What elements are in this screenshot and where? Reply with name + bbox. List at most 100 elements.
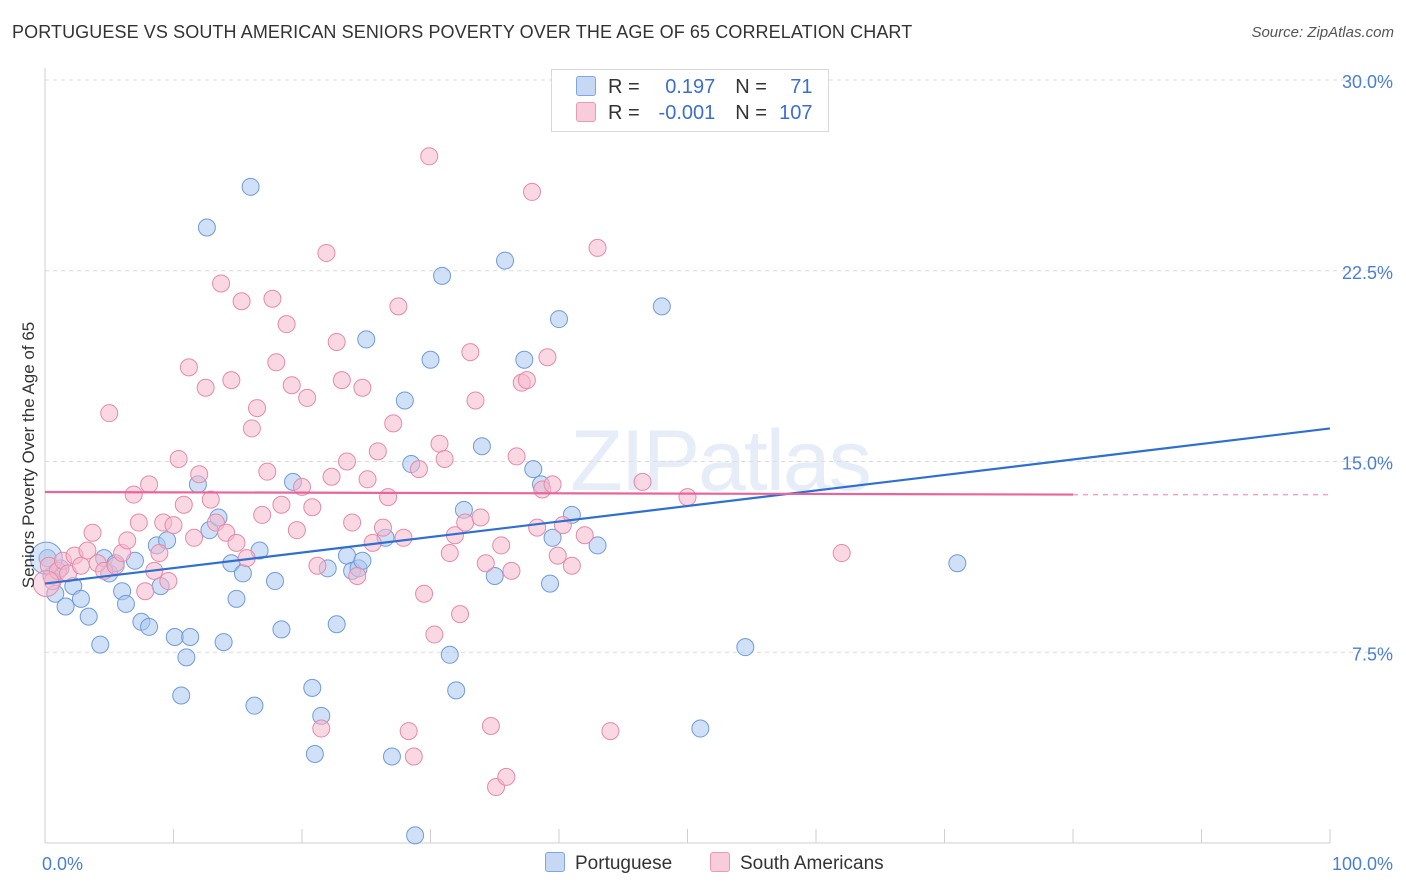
- bottom-legend-portuguese: Portuguese: [545, 852, 672, 875]
- portuguese-point: [736, 638, 755, 657]
- south-american-point: [415, 584, 434, 603]
- south-american-point: [212, 274, 231, 293]
- south-american-point: [456, 513, 475, 532]
- portuguese-point: [303, 678, 322, 697]
- portuguese-point: [233, 564, 252, 583]
- portuguese-trend-line: [44, 427, 1331, 585]
- y-tick-label: 7.5%: [1352, 644, 1393, 664]
- south-american-point: [232, 292, 251, 311]
- south-american-point: [267, 353, 286, 372]
- bottom-legend-portuguese-label: Portuguese: [575, 853, 673, 874]
- x-tick-label: 100.0%: [1332, 854, 1393, 874]
- south-american-point: [409, 460, 428, 479]
- portuguese-point: [496, 251, 515, 270]
- portuguese-point: [948, 554, 967, 573]
- portuguese-point: [485, 566, 504, 585]
- south-american-point: [140, 475, 159, 494]
- portuguese-point: [652, 297, 671, 316]
- south-american-point: [562, 556, 581, 575]
- legend-r-label: R =: [608, 102, 640, 124]
- south-american-point: [384, 414, 403, 433]
- south-american-point: [476, 554, 495, 573]
- south-american-point: [293, 477, 311, 496]
- south-american-point: [179, 358, 198, 377]
- trend-lines: [44, 427, 1331, 585]
- legend-r-value: -0.001: [658, 102, 716, 124]
- south-american-swatch: [710, 852, 730, 872]
- legend-row-south-americans: R = -0.001 N = 107: [576, 102, 813, 126]
- portuguese-point: [472, 437, 491, 456]
- portuguese-point: [79, 607, 98, 626]
- portuguese-point: [181, 627, 200, 646]
- y-tick-label: 15.0%: [1342, 454, 1393, 474]
- portuguese-point: [524, 460, 543, 479]
- south-american-point: [832, 544, 851, 563]
- south-american-point: [430, 434, 449, 453]
- south-american-point: [298, 388, 317, 407]
- south-american-point: [169, 449, 188, 468]
- south-american-trend-line: [44, 490, 1074, 496]
- south-american-point: [399, 722, 418, 741]
- south-american-point: [588, 238, 607, 257]
- legend-n-label: N =: [735, 76, 767, 98]
- south-american-point: [303, 498, 322, 517]
- portuguese-point: [140, 617, 159, 636]
- south-american-point: [282, 376, 301, 395]
- south-american-point: [466, 391, 485, 410]
- south-american-point: [523, 182, 542, 201]
- south-american-point: [435, 449, 454, 468]
- south-american-point: [404, 747, 423, 766]
- south-american-point: [575, 526, 594, 545]
- south-american-point: [461, 343, 480, 362]
- portuguese-point: [515, 350, 534, 369]
- portuguese-point: [406, 826, 425, 845]
- south-american-point: [227, 533, 246, 552]
- south-american-point: [507, 447, 526, 466]
- portuguese-point: [327, 615, 346, 634]
- south-american-point: [553, 516, 572, 535]
- chart-source: Source: ZipAtlas.com: [1251, 24, 1394, 41]
- portuguese-point: [71, 589, 90, 608]
- portuguese-point: [550, 310, 568, 329]
- south-american-point: [136, 582, 155, 601]
- south-american-point: [373, 518, 392, 537]
- south-american-point: [633, 472, 652, 491]
- portuguese-point: [395, 391, 414, 410]
- portuguese-point: [421, 350, 440, 369]
- south-american-point: [353, 378, 372, 397]
- south-american-point: [164, 516, 183, 535]
- y-tick-label: 22.5%: [1342, 263, 1393, 283]
- y-axis-label: Seniors Poverty Over the Age of 65: [19, 322, 38, 588]
- portuguese-swatch: [545, 852, 565, 872]
- south-american-point: [317, 243, 336, 262]
- south-american-point: [150, 544, 169, 563]
- portuguese-point: [543, 528, 562, 547]
- south-american-point: [425, 625, 444, 644]
- south-american-point: [242, 419, 261, 438]
- stats-legend: R = 0.197 N = 71 R = -0.001 N = 107: [551, 69, 829, 132]
- south-american-point: [492, 536, 511, 555]
- south-american-point: [343, 513, 362, 532]
- south-american-point: [253, 505, 272, 524]
- south-american-swatch: [576, 102, 596, 122]
- south-american-point: [481, 717, 500, 736]
- portuguese-point: [214, 633, 233, 652]
- south-american-point: [348, 566, 367, 585]
- portuguese-point: [56, 597, 75, 616]
- south-american-point: [389, 297, 408, 316]
- south-american-point: [337, 452, 356, 471]
- south-american-point: [287, 521, 306, 540]
- south-american-point: [528, 518, 547, 537]
- south-american-point: [312, 719, 331, 738]
- south-american-point: [185, 528, 204, 547]
- portuguese-point: [691, 719, 710, 738]
- south-american-point: [332, 371, 351, 390]
- legend-r-label: R =: [608, 76, 640, 98]
- south-american-point: [440, 544, 459, 563]
- south-american-point: [83, 523, 102, 542]
- south-american-point: [78, 541, 97, 560]
- portuguese-point: [433, 266, 452, 285]
- portuguese-point: [440, 645, 459, 664]
- south-american-point: [174, 495, 193, 514]
- south-american-point: [322, 467, 341, 486]
